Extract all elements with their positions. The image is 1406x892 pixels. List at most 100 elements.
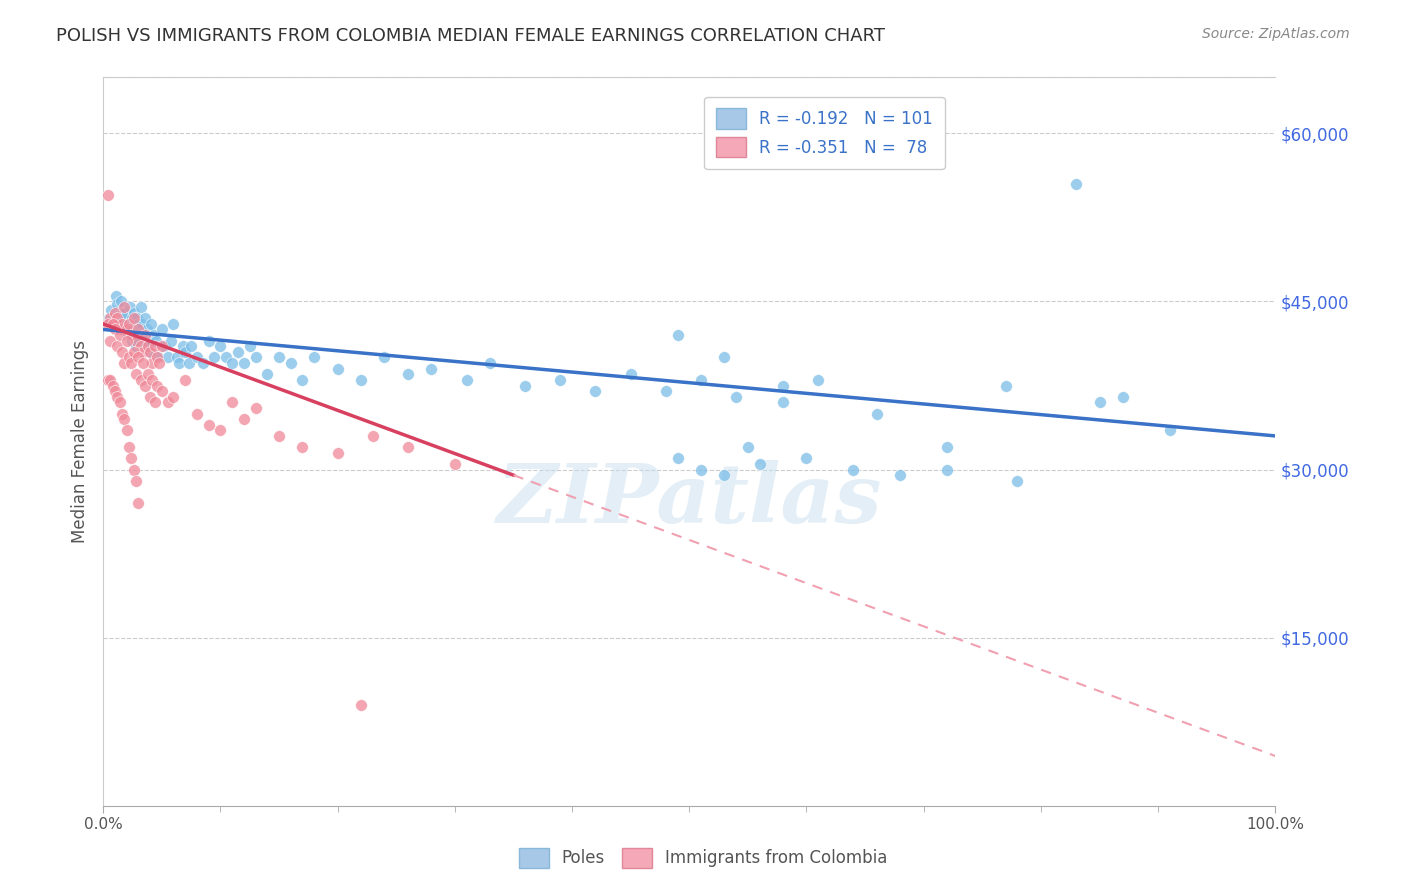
- Point: [209, 339, 232, 353]
- Legend: R = -0.192   N = 101, R = -0.351   N =  78: R = -0.192 N = 101, R = -0.351 N = 78: [704, 96, 945, 169]
- Point: [118, 317, 141, 331]
- Point: [124, 317, 146, 331]
- Point: [136, 368, 159, 382]
- Point: [513, 378, 536, 392]
- Point: [420, 361, 443, 376]
- Text: ZIPatlas: ZIPatlas: [496, 459, 882, 540]
- Point: [122, 462, 145, 476]
- Text: Source: ZipAtlas.com: Source: ZipAtlas.com: [1202, 27, 1350, 41]
- Point: [291, 440, 314, 454]
- Point: [713, 351, 735, 365]
- Point: [373, 351, 395, 365]
- Point: [245, 401, 267, 415]
- Point: [186, 407, 208, 421]
- Point: [108, 328, 131, 343]
- Point: [160, 334, 183, 348]
- Point: [125, 474, 148, 488]
- Point: [121, 334, 143, 348]
- Point: [143, 395, 166, 409]
- Point: [114, 306, 136, 320]
- Point: [112, 322, 135, 336]
- Point: [141, 317, 163, 331]
- Point: [131, 317, 153, 331]
- Point: [101, 378, 124, 392]
- Point: [118, 440, 141, 454]
- Point: [936, 440, 959, 454]
- Point: [132, 356, 155, 370]
- Point: [142, 328, 165, 343]
- Point: [139, 390, 162, 404]
- Point: [936, 462, 959, 476]
- Point: [134, 378, 156, 392]
- Point: [150, 339, 173, 353]
- Point: [866, 407, 889, 421]
- Point: [162, 317, 184, 331]
- Point: [177, 356, 200, 370]
- Point: [174, 345, 197, 359]
- Point: [1112, 390, 1135, 404]
- Point: [326, 446, 349, 460]
- Point: [104, 322, 127, 336]
- Point: [127, 311, 149, 326]
- Point: [125, 368, 148, 382]
- Point: [115, 334, 138, 348]
- Point: [112, 311, 135, 326]
- Point: [1159, 423, 1181, 437]
- Point: [129, 300, 152, 314]
- Point: [105, 390, 128, 404]
- Point: [134, 328, 156, 343]
- Point: [807, 373, 830, 387]
- Point: [221, 356, 243, 370]
- Point: [105, 297, 128, 311]
- Point: [112, 412, 135, 426]
- Point: [197, 334, 219, 348]
- Point: [713, 468, 735, 483]
- Point: [585, 384, 607, 398]
- Point: [267, 429, 290, 443]
- Point: [134, 311, 156, 326]
- Point: [112, 300, 135, 314]
- Point: [156, 351, 179, 365]
- Point: [209, 423, 232, 437]
- Point: [111, 317, 134, 331]
- Point: [104, 306, 127, 320]
- Point: [125, 339, 148, 353]
- Point: [139, 345, 162, 359]
- Point: [256, 368, 278, 382]
- Point: [226, 345, 249, 359]
- Point: [396, 368, 419, 382]
- Point: [221, 395, 243, 409]
- Point: [146, 351, 169, 365]
- Point: [120, 451, 142, 466]
- Point: [180, 339, 202, 353]
- Point: [141, 356, 163, 370]
- Point: [156, 395, 179, 409]
- Point: [690, 462, 713, 476]
- Point: [136, 339, 159, 353]
- Point: [456, 373, 478, 387]
- Point: [120, 356, 142, 370]
- Point: [350, 373, 373, 387]
- Point: [725, 390, 748, 404]
- Point: [994, 378, 1017, 392]
- Point: [146, 378, 169, 392]
- Point: [132, 345, 155, 359]
- Point: [666, 328, 689, 343]
- Point: [127, 351, 149, 365]
- Point: [443, 457, 465, 471]
- Point: [772, 378, 794, 392]
- Point: [169, 356, 191, 370]
- Legend: Poles, Immigrants from Colombia: Poles, Immigrants from Colombia: [512, 841, 894, 875]
- Point: [748, 457, 770, 471]
- Text: POLISH VS IMMIGRANTS FROM COLOMBIA MEDIAN FEMALE EARNINGS CORRELATION CHART: POLISH VS IMMIGRANTS FROM COLOMBIA MEDIA…: [56, 27, 886, 45]
- Point: [150, 322, 173, 336]
- Point: [122, 311, 145, 326]
- Point: [105, 339, 128, 353]
- Point: [101, 317, 124, 331]
- Point: [239, 339, 262, 353]
- Point: [796, 451, 818, 466]
- Point: [103, 319, 125, 334]
- Point: [104, 384, 127, 398]
- Point: [889, 468, 911, 483]
- Point: [139, 345, 162, 359]
